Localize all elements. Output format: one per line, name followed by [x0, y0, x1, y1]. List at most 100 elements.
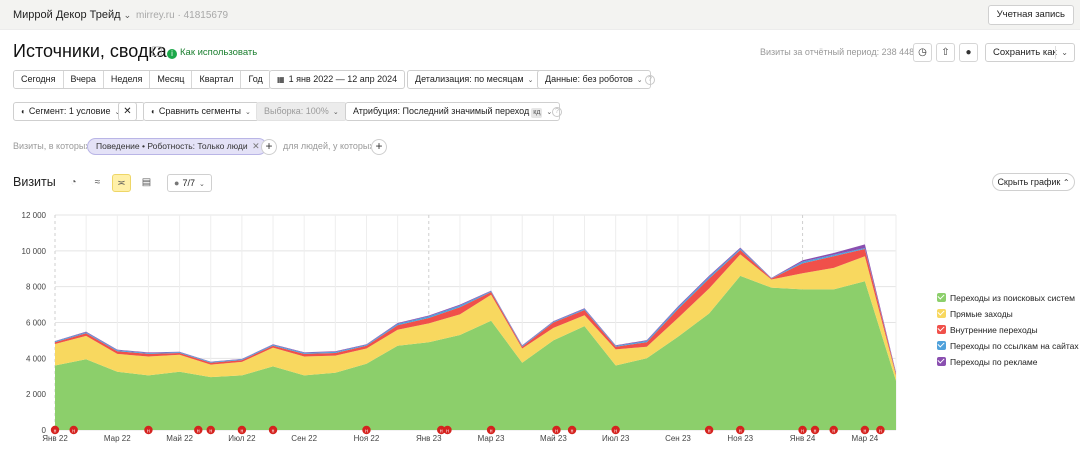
how-to-use-label: Как использовать	[180, 47, 258, 58]
compare-segments-dropdown[interactable]: ◐ Сравнить сегменты ⌄	[143, 102, 259, 121]
y-tick-label: 10 000	[22, 247, 47, 256]
series-counter-dropdown[interactable]: ● 7/7 ⌄	[167, 174, 212, 192]
how-to-use-link[interactable]: i Как использовать	[167, 47, 257, 59]
x-tick-label: Янв 23	[416, 434, 442, 443]
legend-swatch	[937, 293, 946, 302]
pie-chart-icon[interactable]: ◔	[70, 177, 77, 188]
annotation-marker	[194, 425, 203, 435]
divider	[1055, 46, 1056, 59]
segment-dropdown[interactable]: ◐Сегмент: 1 условие ⌄	[13, 102, 146, 121]
legend-label: Переходы по рекламе	[950, 357, 1038, 367]
annotation-marker-label: н	[863, 429, 866, 435]
period-week[interactable]: Неделя	[103, 71, 151, 88]
x-tick-label: Май 23	[540, 434, 567, 443]
annotation-marker	[736, 425, 745, 435]
area-series-0	[55, 275, 896, 430]
data-dropdown[interactable]: Данные: без роботов ⌄	[537, 70, 651, 89]
period-quarter[interactable]: Квартал	[192, 71, 242, 88]
share-icon[interactable]: ●	[959, 43, 978, 62]
chevron-down-icon: ⌄	[636, 77, 643, 84]
annotation-marker	[437, 425, 446, 435]
add-user-filter-button[interactable]: +	[371, 139, 387, 155]
chevron-down-icon[interactable]: ⌄	[1061, 48, 1068, 57]
legend-item-internal[interactable]: Внутренние переходы	[937, 325, 1079, 341]
y-tick-label: 12 000	[22, 211, 47, 220]
legend-swatch	[937, 357, 946, 366]
sample-label: Выборка: 100%	[264, 106, 329, 116]
account-button[interactable]: Учетная запись	[987, 5, 1074, 25]
x-tick-label: Сен 23	[665, 434, 691, 443]
x-tick-label: Янв 22	[42, 434, 68, 443]
chevron-up-icon: ⌃	[1062, 178, 1070, 187]
period-selector: Сегодня Вчера Неделя Месяц Квартал Год	[13, 70, 271, 89]
bar-chart-icon[interactable]: ▤	[141, 177, 152, 188]
chevron-down-icon: ⌄	[332, 109, 339, 116]
counter-selector[interactable]: Миррой Декор Трейд ⌄	[13, 9, 131, 21]
visits-period-text: Визиты за отчётный период: 238 448	[760, 47, 915, 57]
series-counter-label: 7/7	[182, 178, 195, 188]
clear-segment-button[interactable]: ✕	[118, 102, 137, 121]
annotation-marker-label: н	[739, 429, 742, 435]
history-icon[interactable]: ◷	[913, 43, 932, 62]
legend-item-direct[interactable]: Прямые заходы	[937, 309, 1079, 325]
add-filter-button[interactable]: +	[261, 139, 277, 155]
x-tick-label: Сен 22	[291, 434, 317, 443]
annotation-marker-label: н	[555, 429, 558, 435]
legend-item-links[interactable]: Переходы по ссылкам на сайтах	[937, 341, 1079, 357]
date-range-picker[interactable]: ▦ 1 янв 2022 — 12 апр 2024	[269, 70, 406, 89]
save-as-label: Сохранить как	[993, 47, 1057, 58]
annotation-marker	[268, 425, 278, 435]
help-icon[interactable]: ?	[645, 75, 655, 85]
legend-item-search[interactable]: Переходы из поисковых систем	[937, 293, 1079, 309]
chevron-down-icon: ⌄	[546, 109, 553, 116]
top-bar: Миррой Декор Трейд ⌄ mirrey.ru · 41815679…	[0, 0, 1080, 30]
chevron-down-icon: ⌄	[198, 181, 205, 188]
annotation-marker	[50, 425, 60, 435]
period-month[interactable]: Месяц	[150, 71, 193, 88]
period-year[interactable]: Год	[241, 71, 270, 88]
annotation-marker-label: н	[571, 429, 574, 435]
annotation-marker	[362, 425, 371, 435]
help-icon[interactable]: ?	[552, 107, 562, 117]
export-icon[interactable]: ⇧	[936, 43, 955, 62]
detail-dropdown[interactable]: Детализация: по месяцам ⌄	[407, 70, 542, 89]
annotation-marker-label: н	[490, 429, 493, 435]
date-range-label: 1 янв 2022 — 12 апр 2024	[288, 74, 398, 84]
area-chart-icon[interactable]: ≍	[112, 174, 131, 192]
annotation-marker-label: н	[241, 429, 244, 435]
period-today[interactable]: Сегодня	[14, 71, 64, 88]
annotation-marker-label: н	[72, 429, 75, 435]
annotation-marker-label: н	[209, 429, 212, 435]
y-tick-label: 0	[42, 426, 47, 435]
save-as-button[interactable]: Сохранить как ⌄	[985, 43, 1075, 62]
y-tick-label: 4 000	[26, 354, 47, 363]
hide-chart-button[interactable]: Скрыть график ⌃	[992, 173, 1075, 191]
filter-chip[interactable]: Поведение • Роботность: Только люди ✕	[87, 138, 267, 155]
segment-label: Сегмент: 1 условие	[28, 106, 111, 116]
line-chart-icon[interactable]: ≈	[94, 177, 101, 188]
segment-icon: ◐	[21, 107, 26, 116]
period-yesterday[interactable]: Вчера	[63, 71, 104, 88]
annotation-marker-label: н	[272, 429, 275, 435]
chevron-down-icon: ⌄	[115, 109, 121, 116]
annotation-marker	[860, 425, 870, 435]
annotation-marker	[798, 425, 807, 435]
close-icon[interactable]: ✕	[252, 141, 260, 151]
annotation-marker	[552, 425, 561, 435]
bookmark-icon[interactable]: ☐	[151, 44, 163, 59]
attribution-badge: кд	[531, 108, 543, 118]
attribution-dropdown[interactable]: Атрибуция: Последний значимый переход кд ⌄	[345, 102, 561, 121]
annotation-marker	[443, 425, 452, 435]
counter-name: Миррой Декор Трейд	[13, 9, 121, 21]
annotation-marker	[486, 425, 496, 435]
annotation-marker	[144, 425, 153, 435]
legend-swatch	[937, 341, 946, 350]
filter-prefix: Визиты, в которых	[13, 141, 90, 151]
area-series-1	[55, 254, 896, 381]
data-label: Данные: без роботов	[545, 74, 633, 84]
annotation-marker	[810, 425, 820, 435]
legend-item-ads[interactable]: Переходы по рекламе	[937, 357, 1079, 373]
y-tick-label: 6 000	[26, 319, 47, 328]
